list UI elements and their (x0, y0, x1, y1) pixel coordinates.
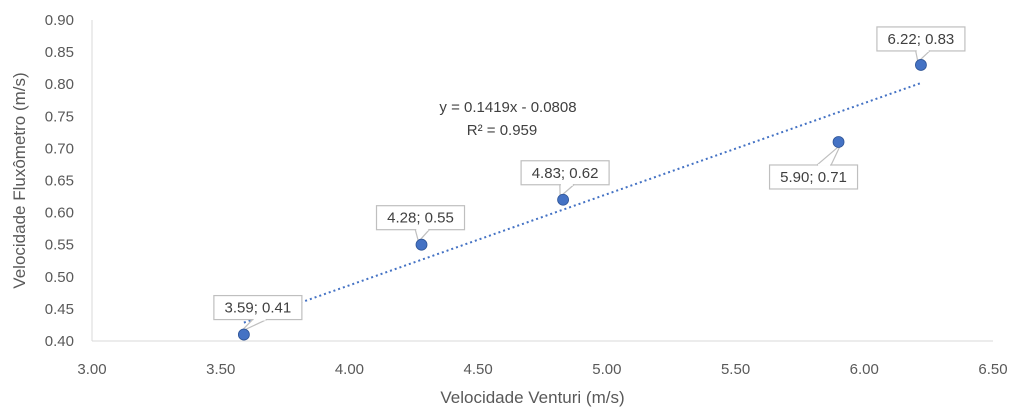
x-tick-label: 3.00 (77, 361, 106, 378)
trendline-equation: y = 0.1419x - 0.0808 (439, 99, 576, 116)
y-tick-label: 0.80 (45, 76, 74, 93)
y-tick-label: 0.55 (45, 237, 74, 254)
data-label-callout: 3.59; 0.41 (213, 294, 303, 333)
y-axis-title: Velocidade Fluxômetro (m/s) (10, 72, 29, 288)
y-tick-label: 0.60 (45, 205, 74, 222)
data-point (557, 193, 569, 206)
y-tick-label: 0.75 (45, 108, 74, 125)
data-label: 4.28; 0.55 (387, 210, 454, 227)
data-label-callouts: 3.59; 0.41 4.28; 0.55 4.83; 0.62 5.90; 0.71… (213, 26, 966, 333)
y-tick-label: 0.85 (45, 44, 74, 61)
data-points (237, 59, 927, 341)
data-label: 5.90; 0.71 (780, 169, 847, 186)
y-tick-labels: 0.40 0.45 0.50 0.55 0.60 0.65 0.70 0.75 0.80 0.85… (45, 12, 74, 350)
data-label-callout: 4.28; 0.55 (375, 205, 466, 243)
x-tick-label: 4.50 (464, 361, 493, 378)
data-label: 3.59; 0.41 (225, 300, 292, 317)
x-tick-label: 3.50 (206, 361, 235, 378)
data-label: 6.22; 0.83 (888, 31, 955, 48)
data-label-callout: 5.90; 0.71 (768, 144, 859, 190)
x-axis-title: Velocidade Venturi (m/s) (440, 388, 624, 407)
x-tick-label: 5.50 (721, 361, 750, 378)
y-tick-label: 0.70 (45, 140, 74, 157)
data-point (915, 59, 927, 71)
x-tick-label: 4.00 (335, 361, 364, 378)
data-point (237, 328, 250, 341)
x-tick-labels: 3.00 3.50 4.00 4.50 5.00 5.50 6.00 6.50 (77, 361, 1007, 378)
data-label-callout: 4.83; 0.62 (520, 160, 610, 198)
y-tick-label: 0.65 (45, 173, 74, 190)
x-tick-label: 5.00 (592, 361, 621, 378)
data-label-callout: 6.22; 0.83 (876, 26, 966, 63)
data-label: 4.83; 0.62 (532, 165, 599, 182)
y-tick-label: 0.50 (45, 269, 74, 286)
trendline-r-squared: R² = 0.959 (467, 122, 537, 139)
x-tick-label: 6.00 (850, 361, 879, 378)
trendline (243, 82, 922, 324)
axes (91, 20, 993, 342)
data-point (832, 136, 845, 148)
y-tick-label: 0.90 (45, 12, 74, 29)
data-point (415, 238, 428, 251)
x-tick-label: 6.50 (978, 361, 1007, 378)
y-tick-label: 0.40 (45, 333, 74, 350)
y-tick-label: 0.45 (45, 301, 74, 318)
